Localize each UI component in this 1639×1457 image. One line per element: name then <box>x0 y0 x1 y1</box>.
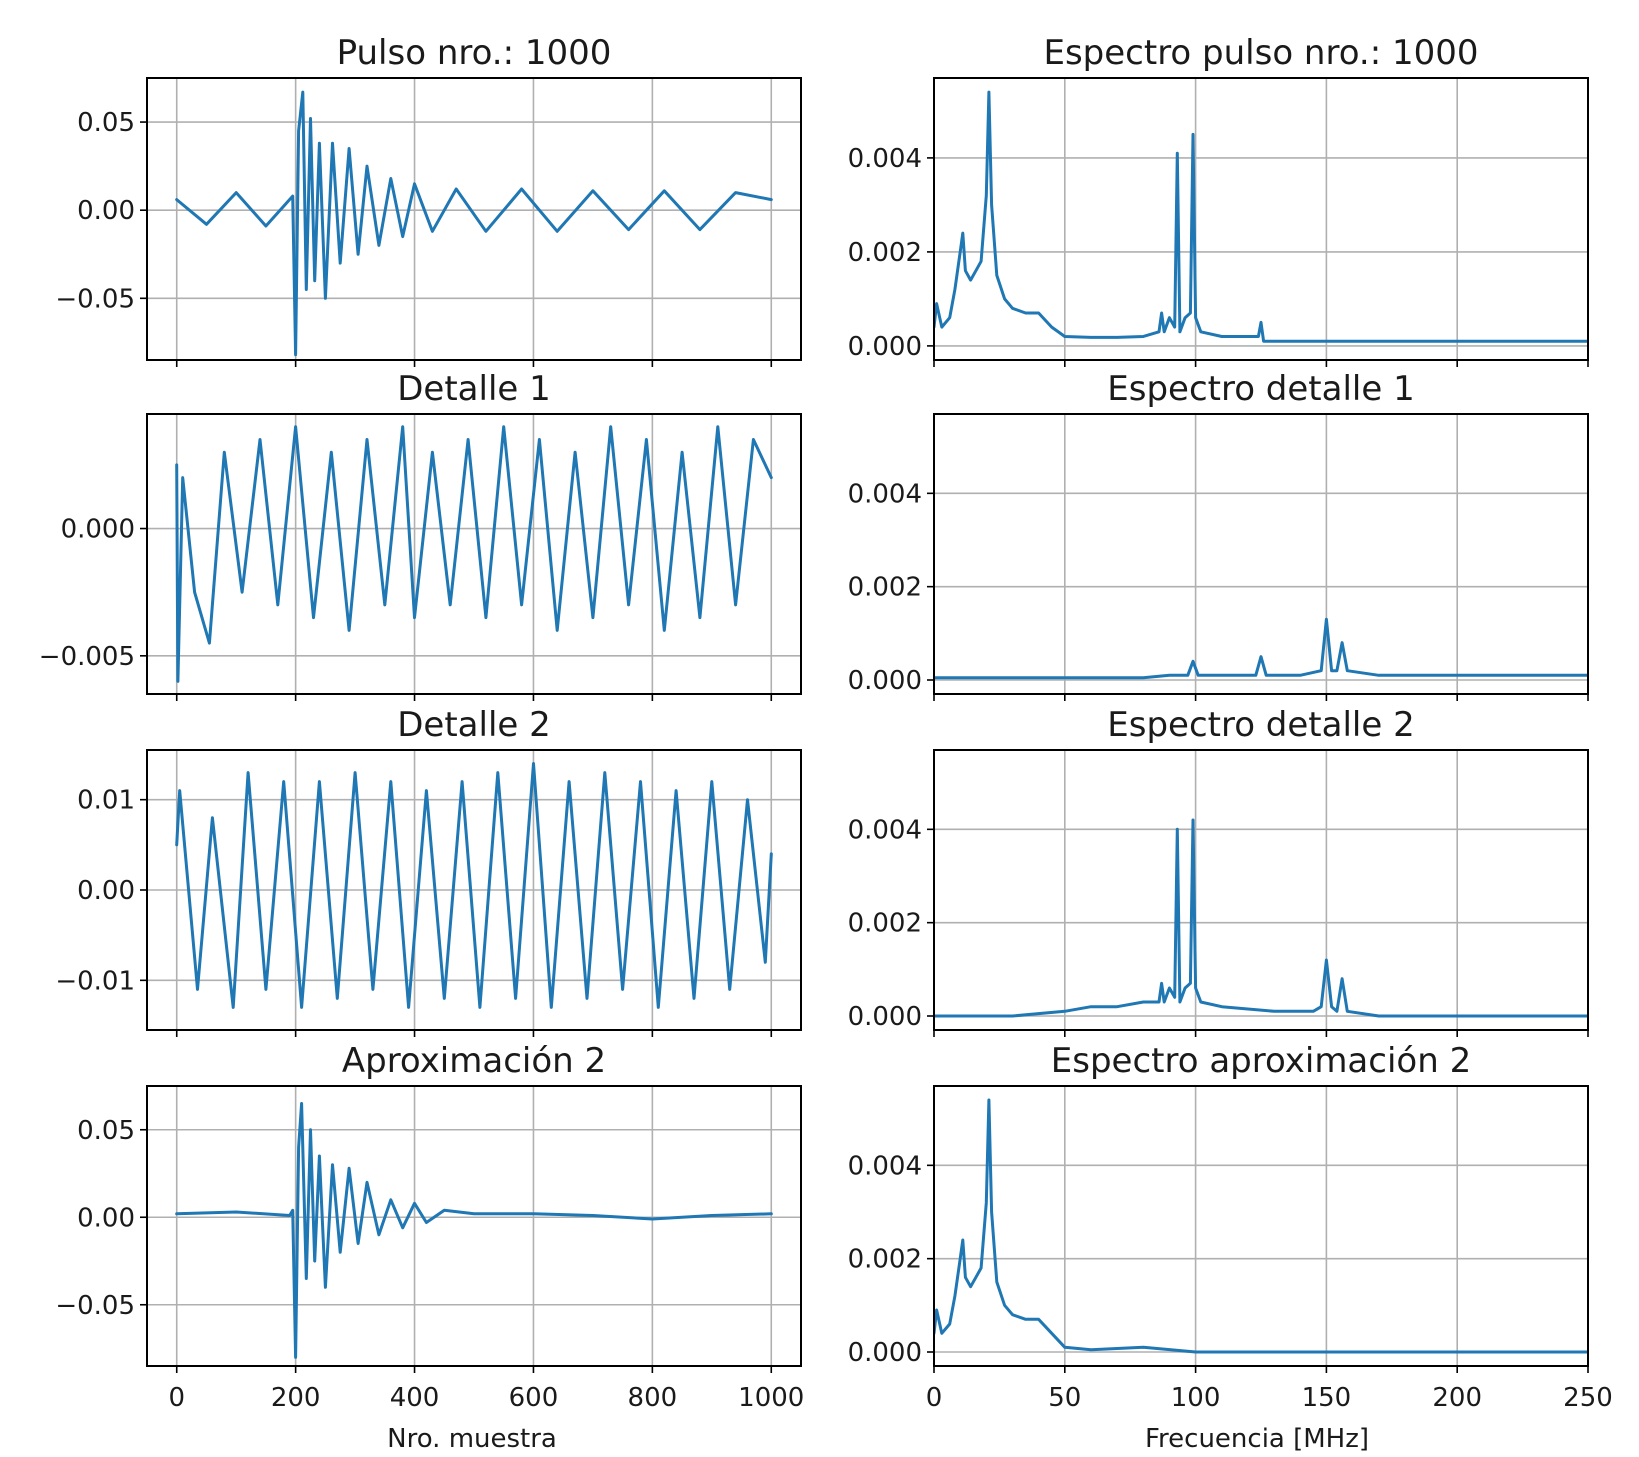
x-axis-label-right: Frecuencia [MHz] <box>1145 1424 1369 1454</box>
series-line-1 <box>175 90 773 357</box>
y-tick-label: 0.000 <box>848 666 922 696</box>
x-tick-label: 400 <box>390 1383 440 1413</box>
y-tick-label: 0.00 <box>77 876 135 906</box>
y-tick-label: 0.004 <box>848 815 922 845</box>
x-tick-label: 0 <box>168 1383 185 1413</box>
series-line-1 <box>175 1102 773 1359</box>
subplot-title: Espectro pulso nro.: 1000 <box>1043 33 1478 73</box>
y-tick-label: −0.05 <box>55 284 135 314</box>
subplot-title: Detalle 2 <box>397 705 551 745</box>
x-tick-label: 200 <box>1432 1383 1482 1413</box>
y-tick-label: 0.05 <box>77 108 135 138</box>
subplot-2: Espectro pulso nro.: 1000 0.000 0.002 0.004 <box>848 33 1589 367</box>
y-tick-label: 0.000 <box>848 1338 922 1368</box>
y-tick-label: 0.004 <box>848 1151 922 1181</box>
series-line-1 <box>175 762 773 1009</box>
axes-frame <box>146 749 802 1031</box>
subplot-3: Detalle 1 −0.005 0.000 <box>39 369 802 701</box>
subplot-title: Espectro detalle 1 <box>1107 369 1414 409</box>
x-tick-label: 250 <box>1563 1383 1613 1413</box>
subplot-5: Detalle 2 −0.01 0.00 0.01 <box>55 705 802 1037</box>
x-tick-label: 800 <box>628 1383 678 1413</box>
y-tick-label: 0.002 <box>848 1245 922 1275</box>
subplot-title: Pulso nro.: 1000 <box>337 33 612 73</box>
y-tick-label: 0.002 <box>848 238 922 268</box>
x-axis-label-left: Nro. muestra <box>387 1424 557 1454</box>
subplot-8: Espectro aproximación 2 0 50 100 150 200 250 0.… <box>848 1041 1613 1413</box>
x-tick-label: 0 <box>926 1383 943 1413</box>
y-tick-label: 0.000 <box>848 1002 922 1032</box>
y-tick-label: 0.000 <box>848 332 922 362</box>
x-tick-label: 150 <box>1302 1383 1352 1413</box>
y-tick-label: −0.01 <box>55 966 135 996</box>
x-tick-label: 1000 <box>738 1383 804 1413</box>
y-tick-label: 0.000 <box>61 515 135 545</box>
y-tick-label: 0.00 <box>77 1203 135 1233</box>
y-tick-label: 0.00 <box>77 196 135 226</box>
axes-frame <box>933 749 1589 1031</box>
series-line-1 <box>934 1098 1588 1354</box>
subplot-title: Espectro detalle 2 <box>1107 705 1414 745</box>
x-tick-label: 600 <box>509 1383 559 1413</box>
subplot-title: Aproximación 2 <box>342 1041 606 1081</box>
axes-frame <box>146 413 802 695</box>
axes-frame <box>146 1085 802 1367</box>
y-tick-label: −0.005 <box>39 642 135 672</box>
series-line-1 <box>934 818 1588 1018</box>
y-tick-label: 0.002 <box>848 909 922 939</box>
series-line-1 <box>934 90 1588 343</box>
subplot-6: Espectro detalle 2 0.000 0.002 0.004 <box>848 705 1589 1037</box>
y-tick-label: 0.004 <box>848 144 922 174</box>
subplot-title: Detalle 1 <box>397 369 551 409</box>
x-tick-label: 200 <box>271 1383 321 1413</box>
y-tick-label: 0.002 <box>848 573 922 603</box>
y-tick-label: 0.004 <box>848 479 922 509</box>
y-tick-label: −0.05 <box>55 1291 135 1321</box>
subplot-1: Pulso nro.: 1000 −0.05 0.00 0.05 <box>55 33 802 367</box>
series-line-1 <box>934 617 1588 680</box>
x-tick-label: 100 <box>1171 1383 1221 1413</box>
y-tick-label: 0.05 <box>77 1116 135 1146</box>
series-line-1 <box>175 425 773 683</box>
subplot-4: Espectro detalle 1 0.000 0.002 0.004 <box>848 369 1589 701</box>
axes-frame <box>933 413 1589 695</box>
axes-frame <box>146 77 802 361</box>
x-tick-label: 50 <box>1048 1383 1081 1413</box>
axes-frame <box>933 77 1589 361</box>
subplot-title: Espectro aproximación 2 <box>1051 1041 1471 1081</box>
axes-frame <box>933 1085 1589 1367</box>
y-tick-label: 0.01 <box>77 786 135 816</box>
subplot-7: Aproximación 2 0 200 400 600 800 1000 −0.05 0.00… <box>55 1041 804 1413</box>
